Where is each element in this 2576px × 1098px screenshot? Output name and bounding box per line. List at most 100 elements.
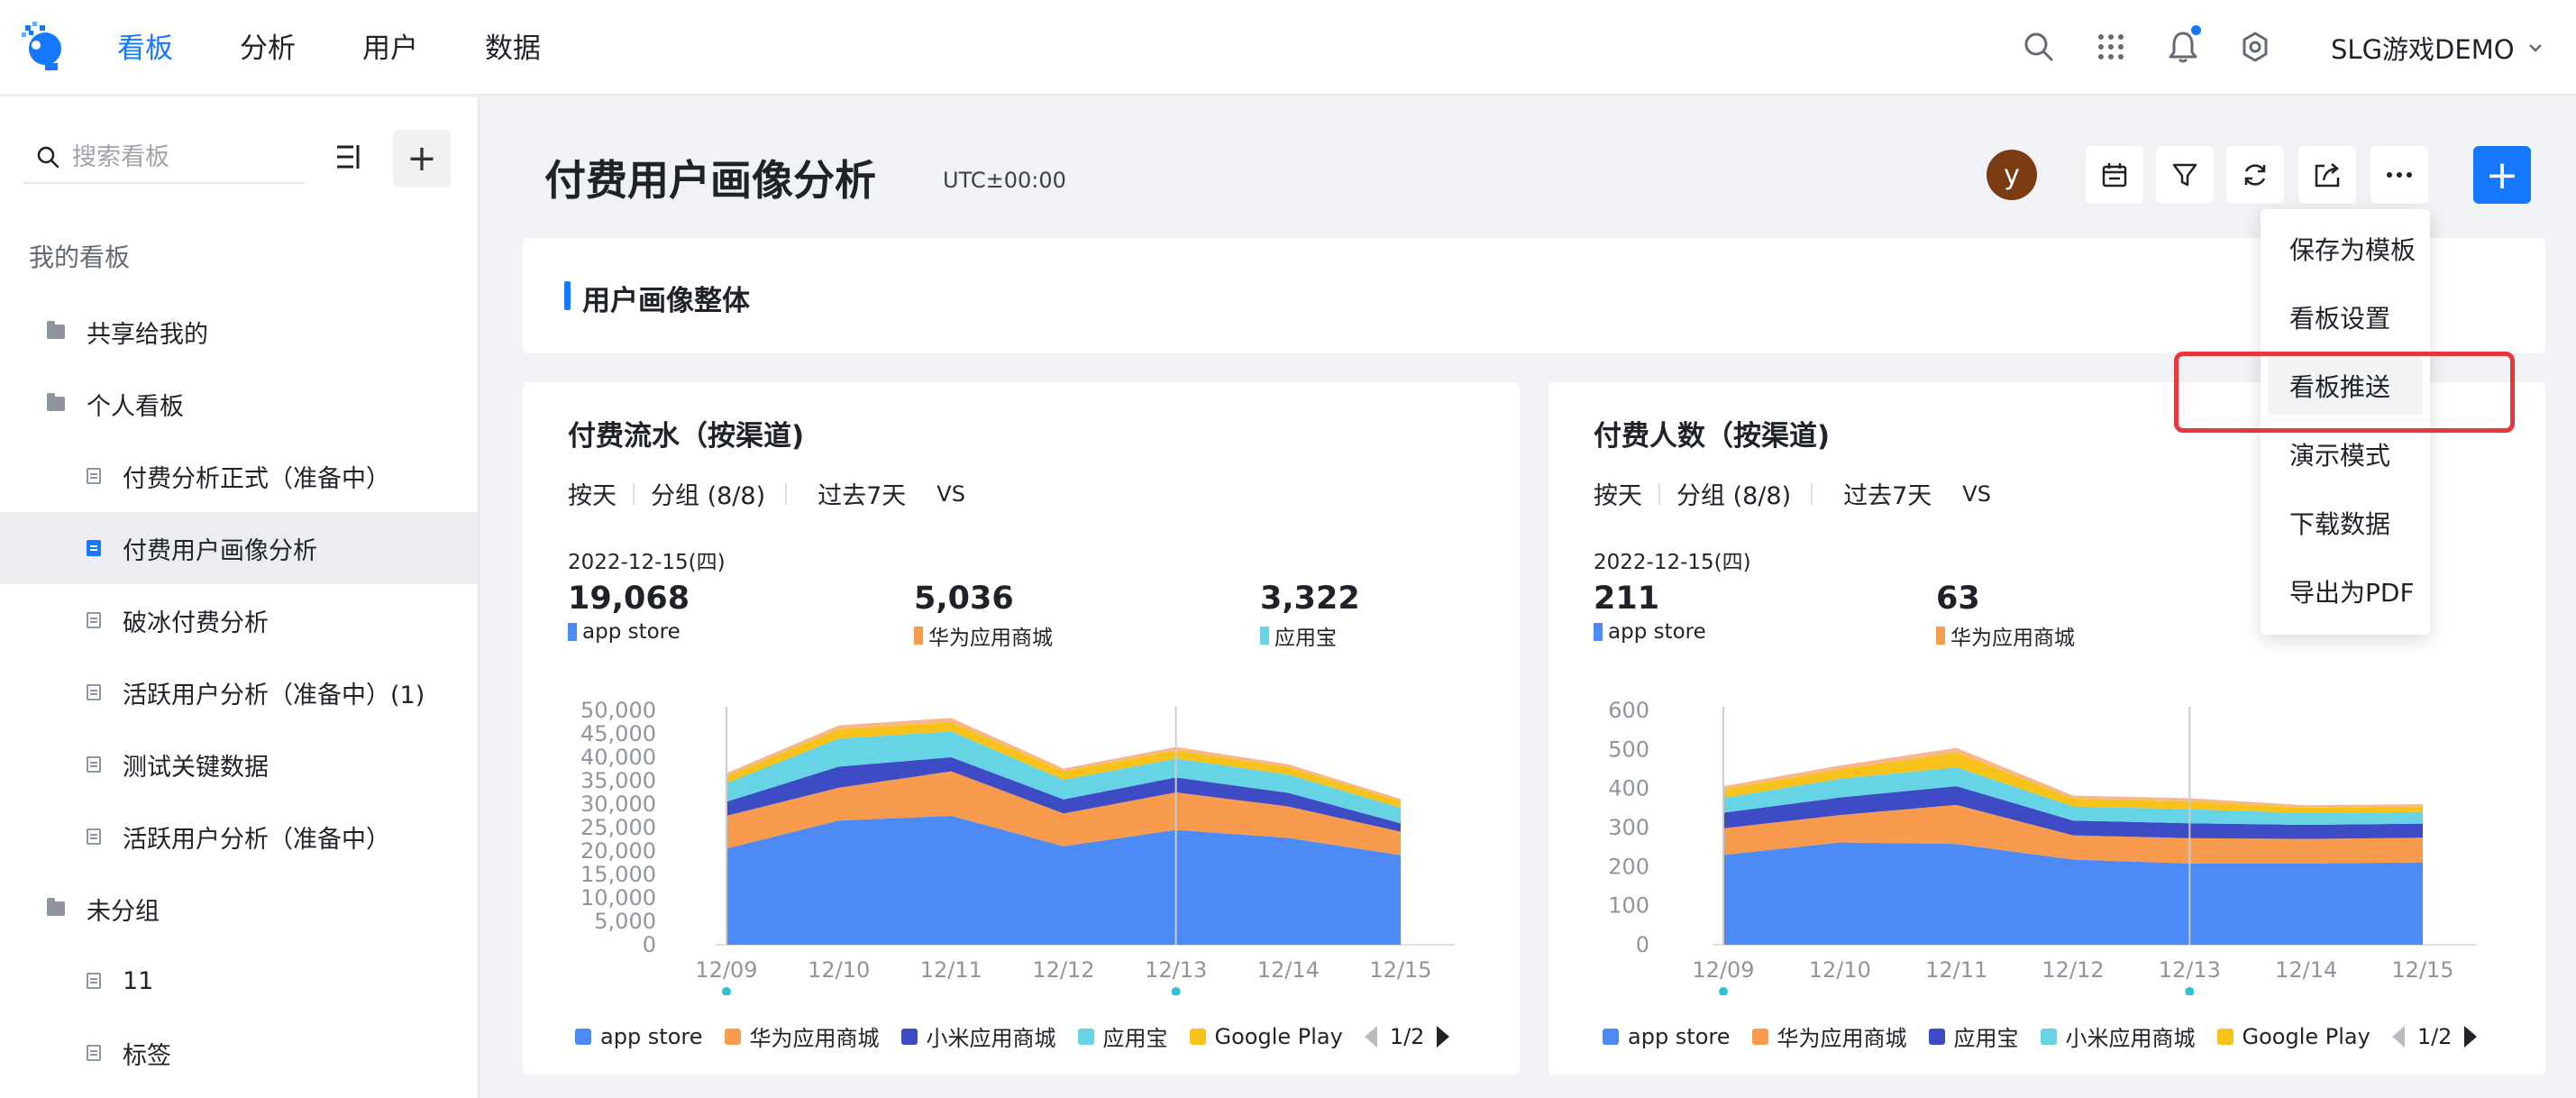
add-dashboard-button[interactable]: + — [393, 130, 451, 188]
x-tick-label: 12/10 — [808, 957, 870, 983]
menu-export-pdf[interactable]: 导出为PDF — [2289, 578, 2415, 608]
sidebar-item[interactable]: 破冰付费分析 — [0, 584, 478, 656]
payers-area-chart[interactable]: 0 100 200 300 400 500 600 12/09 12/10 12/11 12/12 1… — [1548, 689, 2545, 995]
area-series-0[interactable] — [1723, 842, 2423, 945]
group-filter[interactable]: 分组 (8/8) — [651, 482, 766, 510]
sidebar-item[interactable]: 测试关键数据 — [0, 728, 478, 801]
avatar[interactable]: y — [1987, 150, 2037, 200]
timezone-label[interactable]: UTC±00:00 — [943, 168, 1066, 193]
dashboard-doc-icon — [87, 612, 101, 628]
sidebar-item[interactable]: 11 — [0, 945, 478, 1017]
next-page-icon[interactable] — [1437, 1025, 1450, 1048]
menu-presentation-mode[interactable]: 演示模式 — [2289, 441, 2391, 471]
sidebar-item-label: 付费分析正式（准备中） — [123, 464, 390, 493]
legend-item[interactable]: 华为应用商城 — [724, 1020, 880, 1052]
legend-pager: 1/2 — [2391, 1024, 2478, 1049]
search-icon[interactable] — [2019, 27, 2059, 67]
y-tick-label: 10,000 — [580, 885, 656, 910]
sidebar-item[interactable]: 活跃用户分析（准备中）(1) — [0, 656, 478, 728]
x-tick-label: 12/13 — [1145, 957, 1207, 983]
menu-dashboard-push[interactable]: 看板推送 — [2268, 357, 2423, 415]
legend-item[interactable]: Google Play — [1189, 1023, 1343, 1049]
group-filter[interactable]: 分组 (8/8) — [1676, 482, 1792, 510]
calendar-icon[interactable] — [2086, 146, 2143, 204]
prev-page-icon[interactable] — [1364, 1025, 1377, 1048]
sidebar-item[interactable]: 活跃用户分析（准备中） — [0, 801, 478, 873]
y-tick-label: 50,000 — [580, 698, 656, 723]
marker-dot[interactable] — [1719, 987, 1728, 995]
y-tick-label: 35,000 — [580, 768, 656, 793]
legend-label: 应用宝 — [1953, 1026, 2019, 1051]
legend-item[interactable]: app store — [1603, 1024, 1731, 1049]
sidebar-folder[interactable]: 未分组 — [0, 873, 478, 945]
prev-page-icon[interactable] — [2391, 1025, 2405, 1048]
marker-dot[interactable] — [722, 987, 731, 995]
area-series-2[interactable] — [726, 757, 1401, 832]
dashboard-search[interactable] — [23, 132, 305, 184]
more-icon[interactable] — [2370, 146, 2428, 204]
legend-label: 华为应用商城 — [1777, 1026, 1907, 1051]
menu-save-template[interactable]: 保存为模板 — [2289, 235, 2416, 265]
sidebar-item[interactable]: 付费分析正式（准备中） — [0, 440, 478, 512]
area-series-1[interactable] — [726, 771, 1401, 856]
app-logo[interactable] — [18, 18, 72, 72]
legend-item[interactable]: Google Play — [2216, 1024, 2370, 1049]
card-title: 付费人数（按渠道) — [1594, 420, 1831, 453]
legend-item[interactable]: 小米应用商城 — [900, 1020, 1056, 1052]
nav-data[interactable]: 数据 — [485, 32, 541, 65]
range-filter[interactable]: 过去7天 — [818, 482, 907, 510]
metric-date: 2022-12-15(四) — [1594, 551, 1751, 574]
sidebar-item[interactable]: 标签 — [0, 1017, 478, 1089]
folder-icon — [47, 393, 65, 411]
refresh-icon[interactable] — [2226, 146, 2284, 204]
notification-bell-icon[interactable] — [2163, 25, 2203, 67]
x-tick-label: 12/11 — [1925, 957, 1987, 983]
project-switcher[interactable]: SLG游戏DEMO — [2331, 29, 2544, 67]
nav-analysis[interactable]: 分析 — [240, 32, 296, 65]
granularity-filter[interactable]: 按天 — [568, 482, 617, 510]
compare-toggle[interactable]: VS — [1962, 480, 1991, 507]
compare-toggle[interactable]: VS — [936, 480, 965, 507]
sidebar-folder[interactable]: 个人看板 — [0, 368, 478, 440]
menu-download-data[interactable]: 下载数据 — [2289, 509, 2391, 539]
x-tick-label: 12/15 — [1369, 957, 1431, 983]
area-series-4[interactable] — [1723, 752, 2423, 813]
x-tick-label: 12/10 — [1809, 957, 1871, 983]
share-icon[interactable] — [2298, 146, 2356, 204]
nav-users[interactable]: 用户 — [362, 32, 418, 65]
area-series-4[interactable] — [726, 722, 1401, 809]
sidebar-item[interactable]: 付费用户画像分析 — [0, 512, 478, 584]
marker-dot[interactable] — [2185, 987, 2195, 995]
next-page-icon[interactable] — [2464, 1025, 2478, 1048]
area-series-2[interactable] — [1723, 786, 2423, 839]
legend-item[interactable]: 华为应用商城 — [1751, 1020, 1907, 1052]
legend-item[interactable]: 应用宝 — [1077, 1020, 1168, 1052]
metric-value: 3,322 — [1260, 581, 1360, 617]
add-chart-button[interactable]: + — [2473, 146, 2531, 204]
marker-dot[interactable] — [1171, 987, 1181, 995]
apps-grid-icon[interactable] — [2091, 27, 2131, 67]
card-filters: 按天 分组 (8/8) 过去7天 VS — [1594, 476, 1991, 511]
nav-dashboard[interactable]: 看板 — [117, 32, 173, 65]
filter-icon[interactable] — [2156, 146, 2214, 204]
x-tick-label: 12/13 — [2159, 957, 2221, 983]
area-series-0[interactable] — [726, 816, 1401, 945]
list-view-icon[interactable] — [330, 137, 370, 177]
area-series-5[interactable] — [1723, 747, 2423, 808]
area-series-3[interactable] — [1723, 767, 2423, 825]
search-input[interactable] — [72, 142, 288, 171]
sidebar-folder[interactable]: 共享给我的 — [0, 296, 478, 368]
legend-item[interactable]: 应用宝 — [1928, 1020, 2019, 1052]
section-accent-bar — [564, 281, 571, 310]
legend-item[interactable]: 小米应用商城 — [2040, 1020, 2196, 1052]
revenue-area-chart[interactable]: 05,00010,00015,00020,00025,00030,00035,0… — [523, 689, 1520, 995]
legend-item[interactable]: app store — [575, 1024, 703, 1049]
area-series-1[interactable] — [1723, 804, 2423, 864]
y-tick-label: 30,000 — [580, 791, 656, 817]
settings-gear-icon[interactable] — [2235, 27, 2275, 67]
menu-dashboard-settings[interactable]: 看板设置 — [2289, 304, 2391, 334]
legend-label: Google Play — [1214, 1023, 1343, 1049]
area-series-3[interactable] — [726, 731, 1401, 824]
granularity-filter[interactable]: 按天 — [1594, 482, 1642, 510]
range-filter[interactable]: 过去7天 — [1843, 482, 1932, 510]
